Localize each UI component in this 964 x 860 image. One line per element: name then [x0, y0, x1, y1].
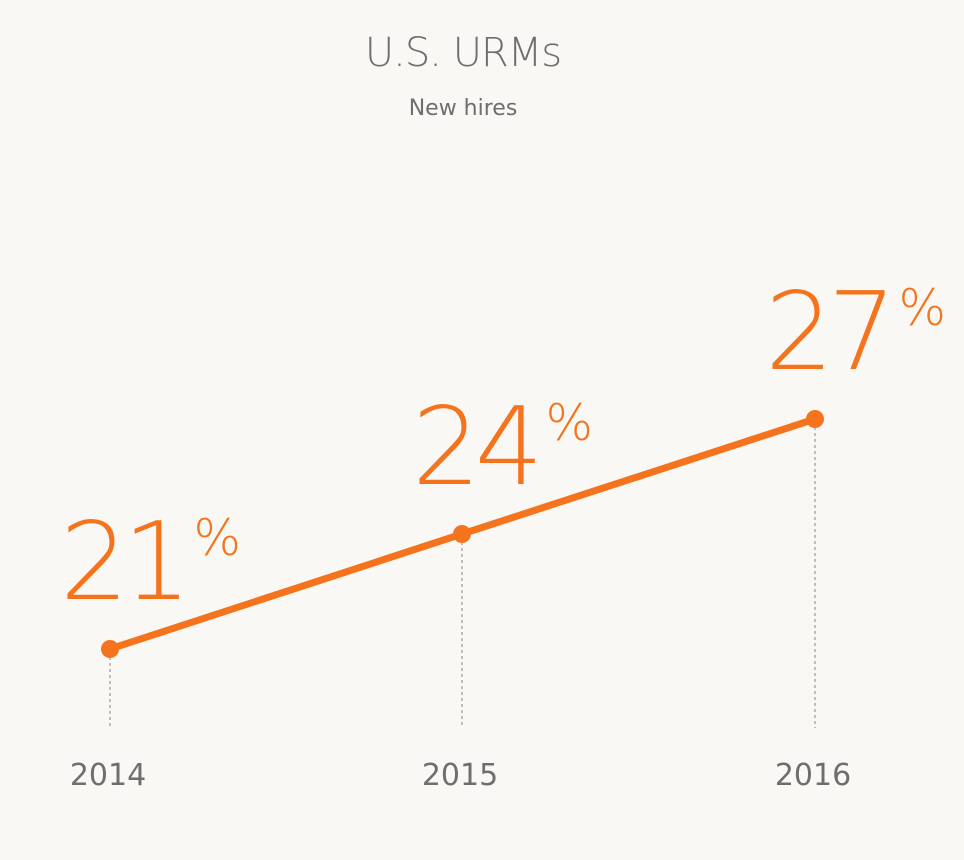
- guide-lines: [109, 427, 816, 728]
- data-points: [101, 410, 824, 658]
- data-point-2016: [806, 410, 824, 428]
- chart-title: U.S. URMs: [364, 30, 562, 76]
- x-axis-ticks: 2014 2015 2016: [70, 758, 851, 793]
- x-tick-2014: 2014: [70, 758, 146, 793]
- x-tick-2016: 2016: [775, 758, 851, 793]
- x-tick-2015: 2015: [422, 758, 498, 793]
- data-labels: 21 % 24 % 27%: [60, 270, 948, 625]
- data-label-2016: 27%: [765, 270, 942, 395]
- data-label-2015: 24%: [412, 385, 589, 510]
- chart-subtitle: New hires: [408, 96, 518, 121]
- data-point-2014: [101, 640, 119, 658]
- data-point-2015: [453, 525, 471, 543]
- data-label-2014: 21%: [60, 500, 237, 625]
